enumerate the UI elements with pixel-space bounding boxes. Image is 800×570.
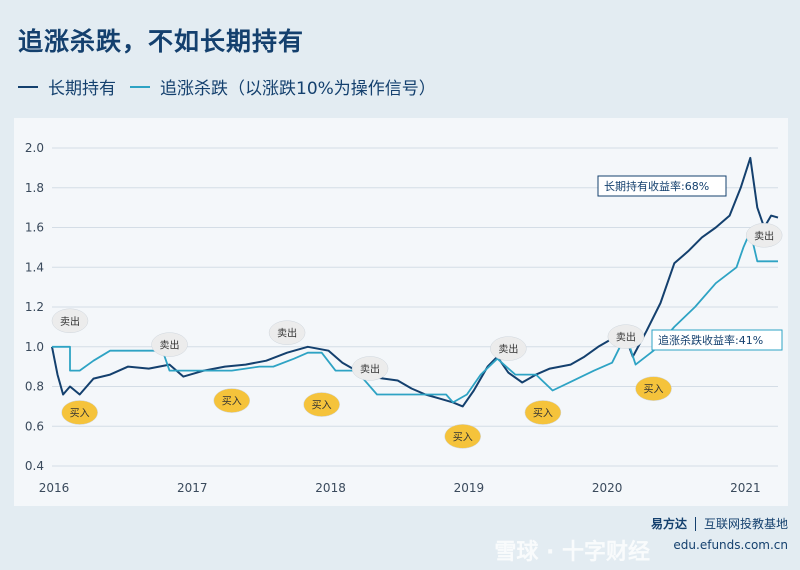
y-tick-label: 2.0 [25, 141, 44, 155]
long-return-label-box [597, 175, 727, 197]
sell-signal-marker [151, 332, 188, 357]
x-tick-label: 2017 [177, 481, 208, 495]
signal-label: 买入 [70, 408, 90, 420]
legend-swatch-long-hold [18, 85, 38, 88]
series-line-long-hold [51, 156, 779, 408]
signal-label: 买入 [533, 408, 553, 420]
watermark: 雪球 · 十字财经 [494, 540, 650, 565]
chart-title: 追涨杀跌，不如长期持有 [18, 27, 305, 56]
y-tick-label: 0.6 [25, 419, 44, 433]
y-tick-label: 1.0 [25, 340, 44, 354]
website-text: edu.efunds.com.cn [673, 538, 788, 552]
footer: 易方达 互联网投教基地 [651, 515, 788, 532]
sell-signal-marker [745, 223, 783, 248]
signal-label: 卖出 [160, 339, 180, 352]
buy-signal-marker [303, 392, 340, 417]
legend-item-long-hold: 长期持有 [18, 74, 116, 99]
chase-return-label-box [651, 329, 783, 351]
brand-logo: 易方达 [650, 517, 687, 531]
series-line-chase [52, 230, 778, 404]
x-tick-label: 2020 [592, 481, 623, 495]
y-tick-label: 1.6 [25, 221, 44, 235]
sell-signal-marker [351, 356, 389, 381]
signal-label: 卖出 [754, 229, 774, 242]
buy-signal-marker [524, 400, 562, 425]
long-return-label-text: 长期持有收益率:68% [604, 179, 709, 193]
signal-label: 卖出 [277, 327, 297, 340]
footer-divider [694, 516, 696, 531]
x-tick-label: 2018 [315, 481, 346, 495]
buy-signal-marker [61, 400, 98, 425]
legend-label-chase: 追涨杀跌（以涨跌10%为操作信号） [160, 79, 436, 99]
legend-item-chase: 追涨杀跌（以涨跌10%为操作信号） [130, 74, 436, 99]
y-tick-label: 0.4 [25, 459, 44, 473]
chase-return-label-text: 追涨杀跌收益率:41% [658, 333, 763, 347]
x-tick-label: 2019 [454, 481, 485, 495]
signal-label: 买入 [644, 384, 664, 396]
signal-label: 买入 [312, 400, 332, 412]
x-tick-label: 2016 [39, 481, 70, 495]
signal-label: 卖出 [616, 331, 636, 344]
y-tick-label: 1.4 [25, 260, 44, 274]
y-tick-label: 1.8 [25, 181, 44, 195]
signal-label: 卖出 [498, 343, 518, 356]
x-tick-label: 2021 [730, 481, 761, 495]
line-chart: 2.0 1.8 1.6 1.4 1.2 1.0 0.8 0.6 0.4 2016 2017 2018 2… [25, 141, 783, 495]
sell-signal-marker [268, 320, 306, 345]
y-tick-label: 1.2 [25, 300, 44, 314]
legend: 长期持有 追涨杀跌（以涨跌10%为操作信号） [18, 74, 436, 99]
signal-label: 卖出 [60, 315, 80, 328]
y-tick-label: 0.8 [25, 380, 44, 394]
signal-label: 买入 [453, 431, 473, 443]
signal-label: 买入 [222, 396, 242, 408]
legend-label-long-hold: 长期持有 [48, 79, 116, 99]
brand-tagline: 互联网投教基地 [703, 517, 788, 531]
signal-label: 卖出 [360, 362, 380, 375]
sell-signal-marker [490, 336, 527, 361]
buy-signal-marker [213, 388, 251, 413]
plot-area: 2.0 1.8 1.6 1.4 1.2 1.0 0.8 0.6 0.4 2016 2017 2018 2… [14, 118, 788, 506]
legend-swatch-chase [130, 85, 150, 88]
buy-signal-marker [635, 376, 672, 401]
buy-signal-marker [444, 424, 481, 449]
sell-signal-marker [51, 308, 89, 333]
sell-signal-marker [607, 324, 645, 349]
